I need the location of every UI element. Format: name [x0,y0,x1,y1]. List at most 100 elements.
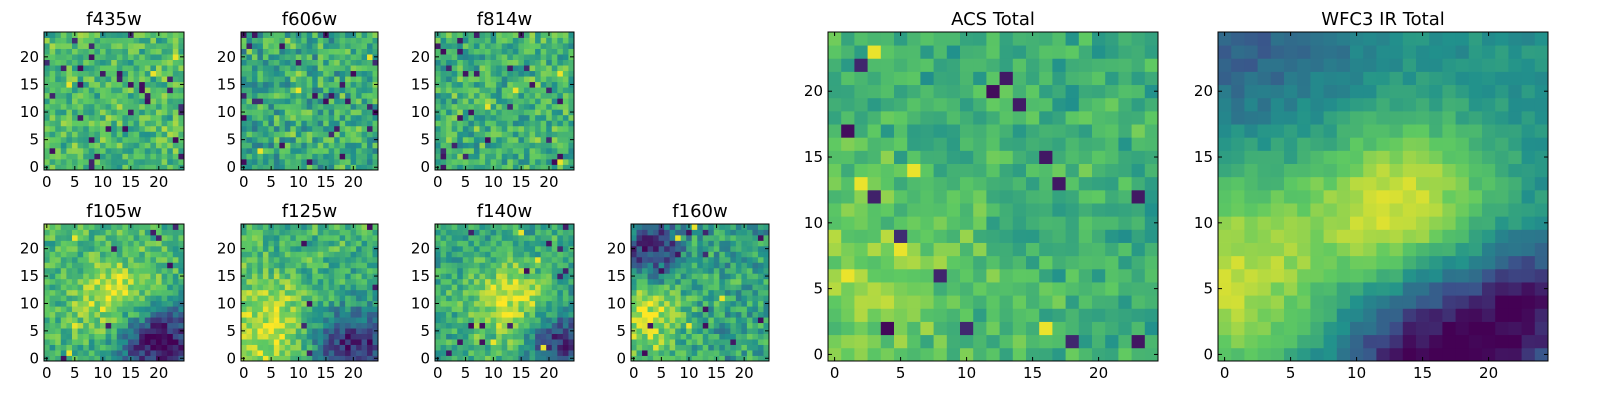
heatmap-cell [72,109,78,116]
heatmap-cell [241,48,247,55]
heatmap-cell [156,87,162,94]
heatmap-cell [139,278,146,285]
y-tick-label: 0 [420,158,430,176]
heatmap-cell [268,284,275,291]
heatmap-cell [479,142,486,149]
heatmap-cell [507,120,514,127]
heatmap-cell [262,147,269,154]
heatmap-cell [105,344,112,351]
heatmap-cell [156,37,162,44]
heatmap-cell [680,333,687,340]
heatmap-cell [77,267,84,274]
heatmap-cell [535,164,542,171]
heatmap-cell [647,355,654,362]
heatmap-cell [279,98,286,105]
heatmap-cell [741,339,748,345]
heatmap-cell [156,114,162,121]
heatmap-cell [523,306,530,313]
heatmap-cell [111,295,118,302]
heatmap-cell [345,262,351,269]
heatmap-cell [490,333,497,340]
heatmap-cell [139,289,146,296]
heatmap-cell [172,70,179,77]
heatmap-cell [1118,295,1132,309]
heatmap-cell [156,284,162,291]
heatmap-cell [529,59,536,66]
heatmap-cell [279,295,286,302]
heatmap-cell [658,311,665,318]
heatmap-cell [372,65,379,72]
heatmap-cell [100,43,106,49]
heatmap-cell [854,203,868,217]
heatmap-cell [246,164,253,171]
y-tick-label: 15 [217,267,236,285]
heatmap-cell [100,240,106,247]
heatmap-cell [290,70,297,77]
heatmap-cell [60,273,67,280]
heatmap-cell [485,240,491,247]
heatmap-cell [1012,176,1027,191]
heatmap-cell [350,273,357,280]
heatmap-cell [284,147,291,154]
heatmap-cell [485,114,491,121]
heatmap-cell [562,224,569,230]
heatmap-cell [1131,334,1146,349]
heatmap-cell [356,59,362,66]
heatmap-cell [273,131,280,138]
heatmap-cell [446,306,453,313]
heatmap-cell [485,289,491,296]
heatmap-cell [468,262,475,269]
heatmap-cell [828,295,842,309]
heatmap-cell [933,295,948,309]
heatmap-cell [741,234,748,241]
heatmap-cell [144,267,151,274]
heatmap-cell [1065,163,1080,178]
heatmap-cell [647,251,654,258]
heatmap-cell [1012,282,1027,296]
heatmap-cell [356,267,362,274]
heatmap-cell [512,153,519,160]
heatmap-cell [691,333,698,340]
heatmap-cell [568,284,575,291]
heatmap-cell [920,150,934,164]
y-tick-label: 15 [20,75,39,93]
heatmap-cell [501,322,508,329]
heatmap-cell [66,251,73,258]
heatmap-cell [44,76,50,83]
heatmap-cell [339,131,346,138]
heatmap-cell [457,295,464,302]
heatmap-cell [490,229,497,236]
heatmap-cell [49,136,56,143]
heatmap-cell [697,333,704,340]
heatmap-cell [512,240,519,247]
heatmap-cell [562,158,569,165]
heatmap-cell [512,81,519,88]
heatmap-cell [356,245,362,252]
heatmap-cell [518,322,525,329]
heatmap-cell [150,267,157,274]
heatmap-cell [139,125,146,132]
heatmap-cell [94,306,101,313]
heatmap-cell [257,289,264,296]
heatmap-cell [301,289,308,296]
heatmap-cell [83,70,90,77]
heatmap-cell [361,278,368,285]
heatmap-cell [551,158,558,165]
heatmap-cell [518,131,525,138]
heatmap-cell [669,256,676,263]
heatmap-cell [323,54,330,60]
heatmap-cell [1012,334,1027,349]
heatmap-cell [273,43,280,49]
heatmap-cell [446,284,453,291]
heatmap-cell [658,256,665,263]
heatmap-cell [642,284,648,291]
heatmap-cell [501,339,508,345]
heatmap-cell [77,273,84,280]
heatmap-cell [178,289,185,296]
heatmap-cell [986,229,1000,243]
heatmap-cell [468,120,475,127]
heatmap-cell [350,131,357,138]
heatmap-cell [523,322,530,329]
heatmap-cell [273,109,280,116]
heatmap-cell [241,339,247,345]
